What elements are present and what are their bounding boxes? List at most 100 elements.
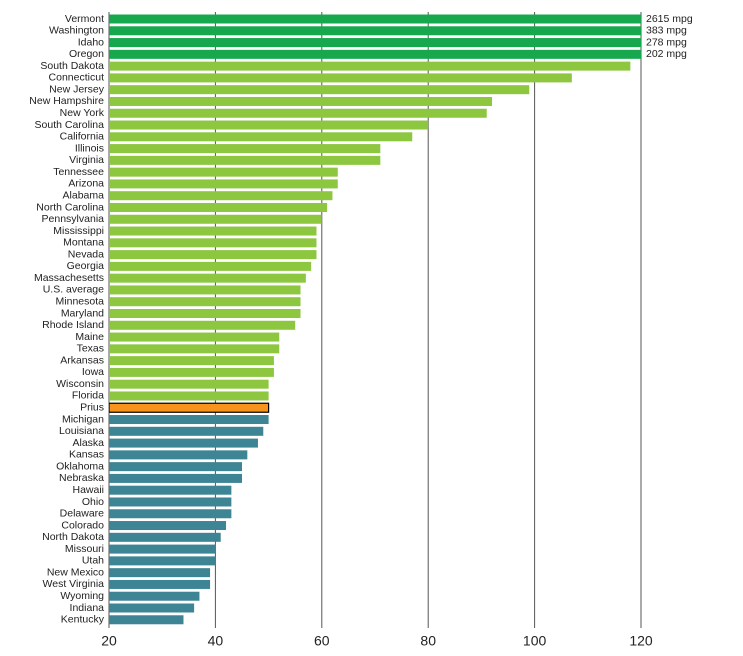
bar [109, 309, 301, 318]
bar [109, 38, 641, 48]
y-tick-label: Iowa [82, 366, 104, 378]
y-tick-label: Nevada [68, 248, 104, 260]
bar [109, 379, 269, 389]
y-tick-label: North Carolina [36, 201, 104, 213]
y-tick-label: Alaska [72, 437, 104, 449]
bar [109, 402, 270, 413]
bar [109, 320, 296, 330]
y-tick-label: Arkansas [60, 354, 104, 366]
bar [109, 26, 641, 36]
y-tick-label: West Virginia [43, 578, 105, 590]
bar [109, 603, 195, 613]
bar [109, 367, 274, 377]
bar [109, 144, 381, 154]
y-tick-label: New York [60, 107, 105, 119]
bar [109, 591, 200, 601]
bar [109, 568, 211, 578]
y-tick-label: Ohio [82, 496, 104, 508]
y-tick-label: Hawaii [72, 484, 104, 496]
bar [109, 438, 258, 448]
bar [109, 579, 211, 589]
bar [109, 356, 274, 366]
value-label: 2615 mpg [646, 13, 693, 25]
bar [109, 155, 381, 165]
y-tick-label: Kansas [69, 449, 104, 461]
y-tick-label: Minnesota [56, 296, 105, 308]
bar [109, 497, 232, 507]
bar [109, 61, 631, 71]
y-tick-label: Alabama [63, 189, 105, 201]
bar [109, 521, 227, 531]
bar [109, 344, 280, 354]
y-tick-label: Washington [49, 25, 104, 37]
y-tick-label: New Jersey [49, 83, 105, 95]
bar [109, 391, 269, 401]
bar [109, 462, 242, 472]
bar [109, 202, 328, 212]
bar [109, 261, 312, 271]
bar [109, 285, 301, 295]
bar [109, 238, 317, 248]
bar [109, 615, 184, 625]
y-tick-label: Texas [77, 343, 104, 355]
bar [109, 73, 572, 83]
y-tick-label: Delaware [60, 508, 105, 520]
y-tick-label: Prius [80, 402, 104, 414]
bar [109, 96, 493, 106]
x-tick-label: 120 [629, 633, 653, 649]
value-label: 202 mpg [646, 48, 687, 60]
bar [109, 167, 338, 177]
y-tick-label: Vermont [65, 13, 104, 25]
bar [109, 191, 333, 201]
bars [109, 14, 641, 625]
y-tick-label: Mississippi [53, 225, 104, 237]
bar [109, 250, 317, 260]
bar [109, 273, 306, 283]
y-tick-label: Idaho [78, 36, 104, 48]
y-tick-label: Wyoming [60, 590, 104, 602]
bar [109, 85, 530, 95]
y-tick-label: Nebraska [59, 472, 104, 484]
x-tick-label: 20 [101, 633, 117, 649]
bar [109, 450, 248, 460]
y-tick-label: Pennsylvania [42, 213, 105, 225]
bar [109, 426, 264, 436]
y-tick-label: Illinois [75, 142, 104, 154]
y-tick-label: South Carolina [35, 119, 105, 131]
y-tick-label: U.S. average [43, 284, 104, 296]
y-tick-label: Wisconsin [56, 378, 104, 390]
bar [109, 214, 322, 224]
bar [109, 14, 641, 24]
bar [109, 532, 221, 542]
y-tick-label: Utah [82, 555, 104, 567]
y-tick-label: Massachesetts [34, 272, 104, 284]
bar [109, 179, 338, 189]
bar [109, 49, 641, 59]
y-tick-label: New Mexico [47, 566, 104, 578]
y-tick-label: North Dakota [42, 531, 104, 543]
x-tick-label: 100 [523, 633, 547, 649]
y-tick-label: Oklahoma [56, 460, 104, 472]
bar [109, 485, 232, 495]
bar [109, 556, 216, 566]
bar [109, 108, 487, 118]
y-tick-label: Michigan [62, 413, 104, 425]
bar [109, 415, 269, 425]
y-tick-label: Montana [63, 237, 104, 249]
x-tick-label: 80 [420, 633, 436, 649]
y-tick-label: Rhode Island [42, 319, 104, 331]
y-tick-label: Florida [72, 390, 104, 402]
y-tick-label: Connecticut [49, 72, 105, 84]
y-tick-label: Maryland [61, 307, 104, 319]
value-label: 278 mpg [646, 36, 687, 48]
bar [109, 509, 232, 519]
y-tick-label: New Hampshire [29, 95, 104, 107]
bar [109, 473, 242, 483]
y-tick-label: Tennessee [53, 166, 104, 178]
x-tick-label: 40 [208, 633, 224, 649]
y-tick-label: Virginia [69, 154, 104, 166]
bar [109, 226, 317, 236]
bar [109, 297, 301, 307]
y-tick-label: South Dakota [40, 60, 104, 72]
